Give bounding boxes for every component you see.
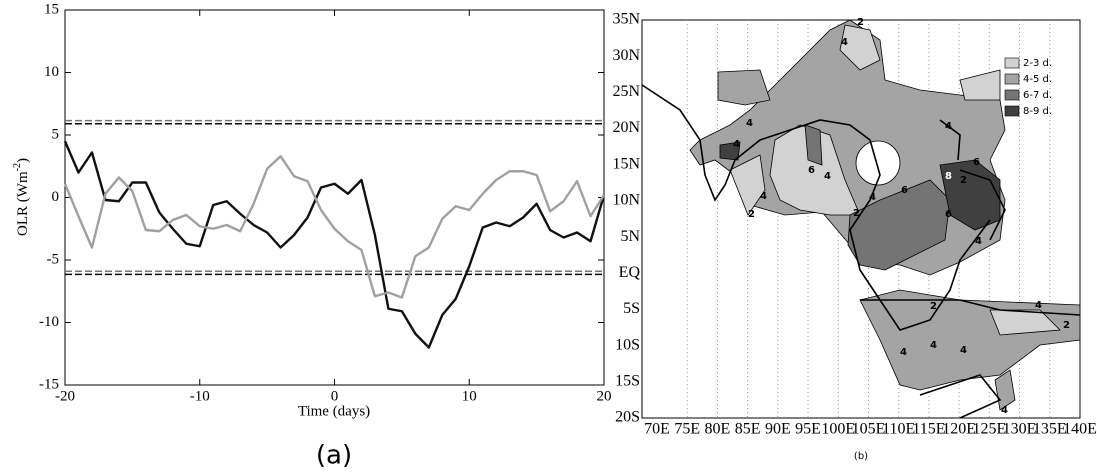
contour-label: 4 (824, 171, 831, 182)
legend-swatch (1004, 57, 1020, 69)
plot-frame (64, 9, 605, 386)
contour-label: 2 (748, 209, 755, 220)
lon-label: 75E (674, 421, 700, 438)
lon-label: 115E (912, 421, 945, 438)
caption: (b) (854, 451, 868, 462)
region-6-7 (847, 179, 951, 271)
lon-label: 105E (852, 421, 886, 438)
lon-label: 80E (705, 421, 731, 438)
legend: 2-3 d. 4-5 d. 6-7 d. 8-9 d. (1004, 57, 1052, 117)
region-2-3 (989, 309, 1061, 336)
contour-label: 4 (960, 345, 967, 356)
contour-label: 2 (960, 175, 967, 186)
y-tick-label: -15 (39, 376, 59, 392)
y-tick-label: 5 (52, 126, 60, 142)
y-tick-label: 10 (44, 64, 59, 80)
lat-label: 20S (615, 409, 640, 426)
lon-label: 90E (765, 421, 791, 438)
lat-label: 5S (623, 300, 640, 317)
contour-label: 4 (930, 340, 937, 351)
lat-label: 15S (615, 372, 640, 389)
contour-label: 4 (841, 37, 848, 48)
contour-label: 6 (945, 209, 952, 220)
series-line (63, 140, 606, 349)
contour-label: 6 (901, 185, 908, 196)
lon-label: 70E (644, 421, 670, 438)
lon-label: 85E (735, 421, 761, 438)
legend-swatch (1004, 105, 1020, 117)
contour-labels: 2 4 4 4 4 6 4 6 8 2 2 4 2 4 6 6 4 2 4 4 … (733, 17, 1070, 416)
x-tick-label: 10 (462, 388, 477, 404)
contour-label: 6 (808, 165, 815, 176)
contour-label: 8 (945, 171, 952, 182)
region-6-7 (804, 124, 823, 166)
region-2-3 (839, 24, 881, 71)
y-tick-label: 0 (52, 189, 60, 205)
y-tick-label: 15 (44, 1, 59, 17)
y-label-text: OLR (Wm (15, 171, 31, 236)
contour-label: 6 (973, 157, 980, 168)
lon-label: 130E (1003, 421, 1037, 438)
lat-label: 10S (615, 336, 640, 353)
region-2-3 (729, 154, 766, 216)
legend-label: 2-3 d. (1023, 58, 1052, 69)
lat-label: EQ (619, 264, 641, 281)
caption: (a) (316, 441, 352, 471)
contour-label: 4 (945, 121, 952, 132)
y-axis-label: OLR (Wm-2) (12, 158, 31, 236)
map-panel: 2-3 d. 4-5 d. 6-7 d. 8-9 d. 2 4 4 4 4 6 4 6… (641, 17, 1081, 462)
contour-label: 4 (1035, 300, 1042, 311)
lon-label: 110E (882, 421, 915, 438)
lon-label: 125E (972, 421, 1006, 438)
lat-label: 35N (612, 11, 640, 28)
legend-label: 6-7 d. (1023, 90, 1052, 101)
contour-label: 4 (760, 191, 767, 202)
series-line (63, 155, 606, 299)
contour-label: 4 (869, 192, 876, 203)
coastline (641, 84, 1081, 419)
legend-swatch (1004, 73, 1020, 85)
legend-swatch (1004, 89, 1020, 101)
lon-label: 135E (1033, 421, 1067, 438)
y-tick-label: -10 (39, 314, 59, 330)
region-2-3 (959, 69, 1001, 101)
lon-label: 100E (821, 421, 855, 438)
x-tick-label: 0 (331, 388, 339, 404)
contour-label: 4 (1001, 405, 1008, 416)
lat-label: 25N (612, 83, 640, 100)
contour-label: 2 (1063, 320, 1070, 331)
contour-label: 2 (857, 17, 864, 28)
contour-label: 4 (975, 236, 982, 247)
x-tick-label: -10 (190, 388, 210, 404)
lon-label: 95E (795, 421, 821, 438)
lat-label: 10N (612, 192, 640, 209)
x-axis-label: Time (days) (298, 403, 370, 419)
lat-label: 5N (620, 228, 640, 245)
y-label-sup: -2 (12, 163, 23, 171)
y-tick-label: -5 (47, 251, 60, 267)
region-4-5 (717, 69, 771, 106)
y-label-end: ) (15, 158, 31, 163)
lon-label: 120E (942, 421, 976, 438)
lat-label: 20N (612, 119, 640, 136)
region-hole (855, 140, 901, 186)
lat-label: 15N (612, 155, 640, 172)
legend-label: 8-9 d. (1023, 106, 1052, 117)
region-8-9 (719, 141, 741, 161)
lat-label: 30N (612, 47, 640, 64)
x-tick-label: 20 (597, 388, 612, 404)
x-tick-label: -20 (55, 388, 75, 404)
contour-label: 2 (930, 301, 937, 312)
contour-label: 2 (853, 208, 860, 219)
contour-label: 4 (733, 139, 740, 150)
legend-label: 4-5 d. (1023, 74, 1052, 85)
contour-label: 4 (746, 118, 753, 129)
lon-label: 140E (1063, 421, 1097, 438)
contour-label: 4 (900, 347, 907, 358)
